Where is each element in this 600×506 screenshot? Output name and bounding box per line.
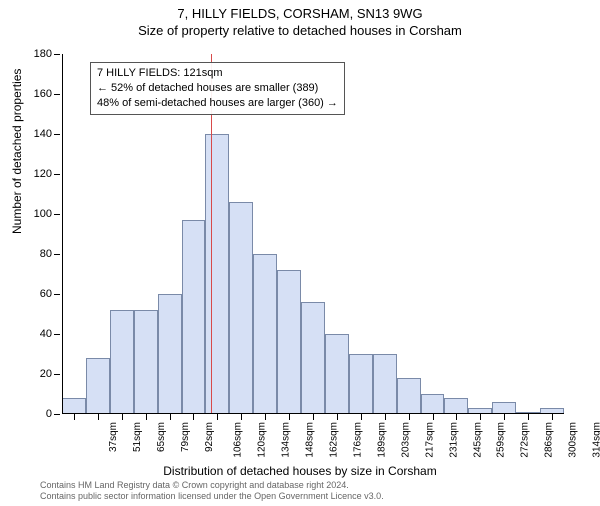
x-axis-line [62,413,564,414]
annotation-line-3: 48% of semi-detached houses are larger (… [97,96,338,111]
x-tick [337,414,338,420]
histogram-bar [421,394,445,414]
x-tick-label: 148sqm [305,422,316,458]
x-tick-label: 189sqm [376,422,387,458]
histogram-bar [444,398,468,414]
y-tick-label: 60 [40,288,52,300]
x-tick-label: 162sqm [329,422,340,458]
histogram-bar [229,202,253,414]
footer-attribution: Contains HM Land Registry data © Crown c… [40,480,384,502]
x-tick [265,414,266,420]
x-tick [409,414,410,420]
y-tick [54,94,60,95]
histogram-bar [205,134,229,414]
x-axis-label: Distribution of detached houses by size … [0,464,600,478]
y-tick [54,414,60,415]
x-tick [170,414,171,420]
x-tick-label: 231sqm [448,422,459,458]
y-tick-label: 40 [40,328,52,340]
x-tick-label: 286sqm [544,422,555,458]
x-tick [74,414,75,420]
x-tick [433,414,434,420]
histogram-bar [182,220,206,414]
x-tick [480,414,481,420]
y-tick-label: 180 [34,48,52,60]
x-tick-label: 176sqm [353,422,364,458]
annotation-box: 7 HILLY FIELDS: 121sqm ← 52% of detached… [90,62,345,115]
y-tick-label: 80 [40,248,52,260]
x-tick-label: 106sqm [233,422,244,458]
x-tick [146,414,147,420]
x-tick [361,414,362,420]
plot-area: 02040608010012014016018037sqm51sqm65sqm7… [62,54,564,414]
y-tick [54,134,60,135]
x-tick [289,414,290,420]
x-tick [456,414,457,420]
histogram-bar [110,310,134,414]
x-tick [193,414,194,420]
x-tick-label: 245sqm [472,422,483,458]
x-tick-label: 217sqm [424,422,435,458]
x-tick-label: 259sqm [496,422,507,458]
x-tick-label: 51sqm [132,422,143,452]
annotation-line-2: ← 52% of detached houses are smaller (38… [97,81,338,96]
y-axis-label: Number of detached properties [10,69,24,234]
annotation-line-1: 7 HILLY FIELDS: 121sqm [97,66,338,81]
histogram-bar [158,294,182,414]
histogram-bar [253,254,277,414]
x-tick [313,414,314,420]
x-tick-label: 79sqm [180,422,191,452]
y-axis-line [62,54,63,414]
x-tick-label: 134sqm [281,422,292,458]
histogram-bar [373,354,397,414]
y-tick-label: 160 [34,88,52,100]
x-tick-label: 65sqm [156,422,167,452]
x-tick-label: 120sqm [257,422,268,458]
footer-line-1: Contains HM Land Registry data © Crown c… [40,480,384,491]
histogram-bar [277,270,301,414]
x-tick-label: 314sqm [592,422,600,458]
y-tick-label: 0 [46,408,52,420]
x-tick [217,414,218,420]
y-tick [54,374,60,375]
x-tick [122,414,123,420]
x-tick [385,414,386,420]
y-tick [54,254,60,255]
chart-title-description: Size of property relative to detached ho… [0,23,600,38]
x-tick [528,414,529,420]
x-tick-label: 272sqm [520,422,531,458]
x-tick-label: 37sqm [108,422,119,452]
x-tick-label: 300sqm [568,422,579,458]
chart-container: 7, HILLY FIELDS, CORSHAM, SN13 9WG Size … [0,6,600,506]
x-tick [241,414,242,420]
histogram-bar [301,302,325,414]
y-tick [54,294,60,295]
x-tick [98,414,99,420]
y-tick [54,54,60,55]
y-tick [54,334,60,335]
x-tick [504,414,505,420]
footer-line-2: Contains public sector information licen… [40,491,384,502]
histogram-bar [397,378,421,414]
y-tick [54,214,60,215]
x-tick-label: 92sqm [204,422,215,452]
histogram-bar [349,354,373,414]
y-tick-label: 20 [40,368,52,380]
y-tick [54,174,60,175]
histogram-bar [62,398,86,414]
y-tick-label: 140 [34,128,52,140]
x-tick-label: 203sqm [400,422,411,458]
chart-title-address: 7, HILLY FIELDS, CORSHAM, SN13 9WG [0,6,600,21]
y-tick-label: 100 [34,208,52,220]
y-tick-label: 120 [34,168,52,180]
x-tick [552,414,553,420]
histogram-bar [325,334,349,414]
histogram-bar [134,310,158,414]
histogram-bar [86,358,110,414]
